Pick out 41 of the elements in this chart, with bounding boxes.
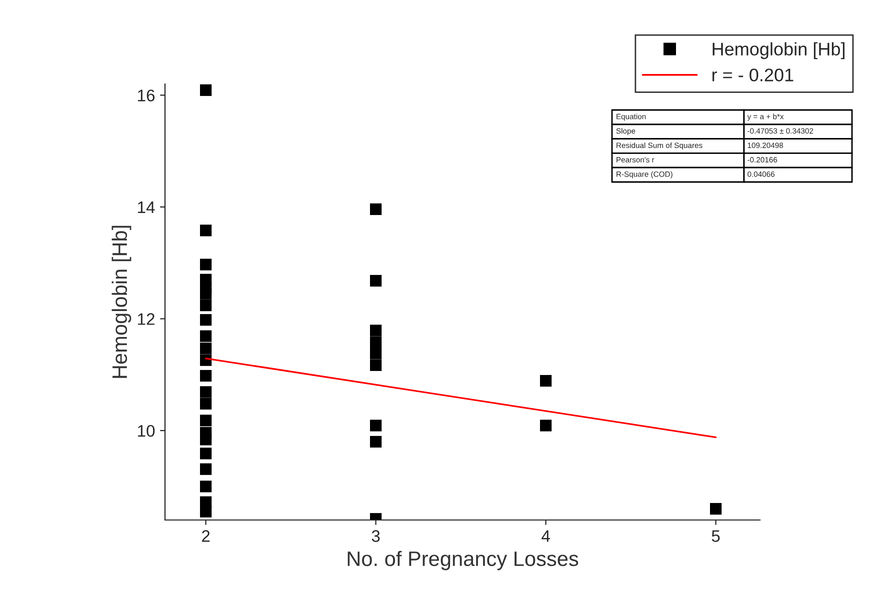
point <box>200 480 212 492</box>
y-tick-label: 12 <box>138 313 154 325</box>
point <box>200 342 212 354</box>
point <box>200 506 212 518</box>
point <box>200 434 212 446</box>
point <box>540 375 552 387</box>
x-axis-title: No. of Pregnancy Losses <box>348 550 578 570</box>
y-tick-label: 16 <box>138 90 155 102</box>
point <box>200 314 212 326</box>
point <box>370 359 382 371</box>
point <box>200 288 212 300</box>
point <box>370 336 382 348</box>
point <box>200 386 212 398</box>
point <box>200 330 212 342</box>
point <box>370 324 382 336</box>
y-axis-title: Hemoglobin [Hb] <box>112 226 132 378</box>
point <box>370 348 382 360</box>
point <box>200 224 212 236</box>
legend-label: r = - 0.201 <box>712 68 794 82</box>
y-tick-label: 14 <box>138 202 155 214</box>
point <box>370 436 382 448</box>
legend-label: Hemoglobin [Hb] <box>712 42 844 60</box>
point <box>370 420 382 432</box>
x-tick-label: 3 <box>372 530 380 542</box>
point <box>200 414 212 426</box>
point <box>370 274 382 287</box>
point <box>200 354 212 366</box>
x-tick-label: 2 <box>202 530 210 542</box>
point <box>200 300 212 312</box>
point <box>540 420 552 432</box>
point <box>200 84 212 96</box>
point <box>200 258 212 270</box>
point <box>200 398 212 410</box>
point <box>370 203 382 216</box>
x-tick-label: 4 <box>542 530 550 542</box>
x-tick-label: 5 <box>712 530 720 542</box>
point <box>710 503 722 515</box>
point <box>200 463 212 475</box>
y-tick-label: 10 <box>138 424 155 437</box>
point <box>200 448 212 460</box>
point <box>200 370 212 382</box>
